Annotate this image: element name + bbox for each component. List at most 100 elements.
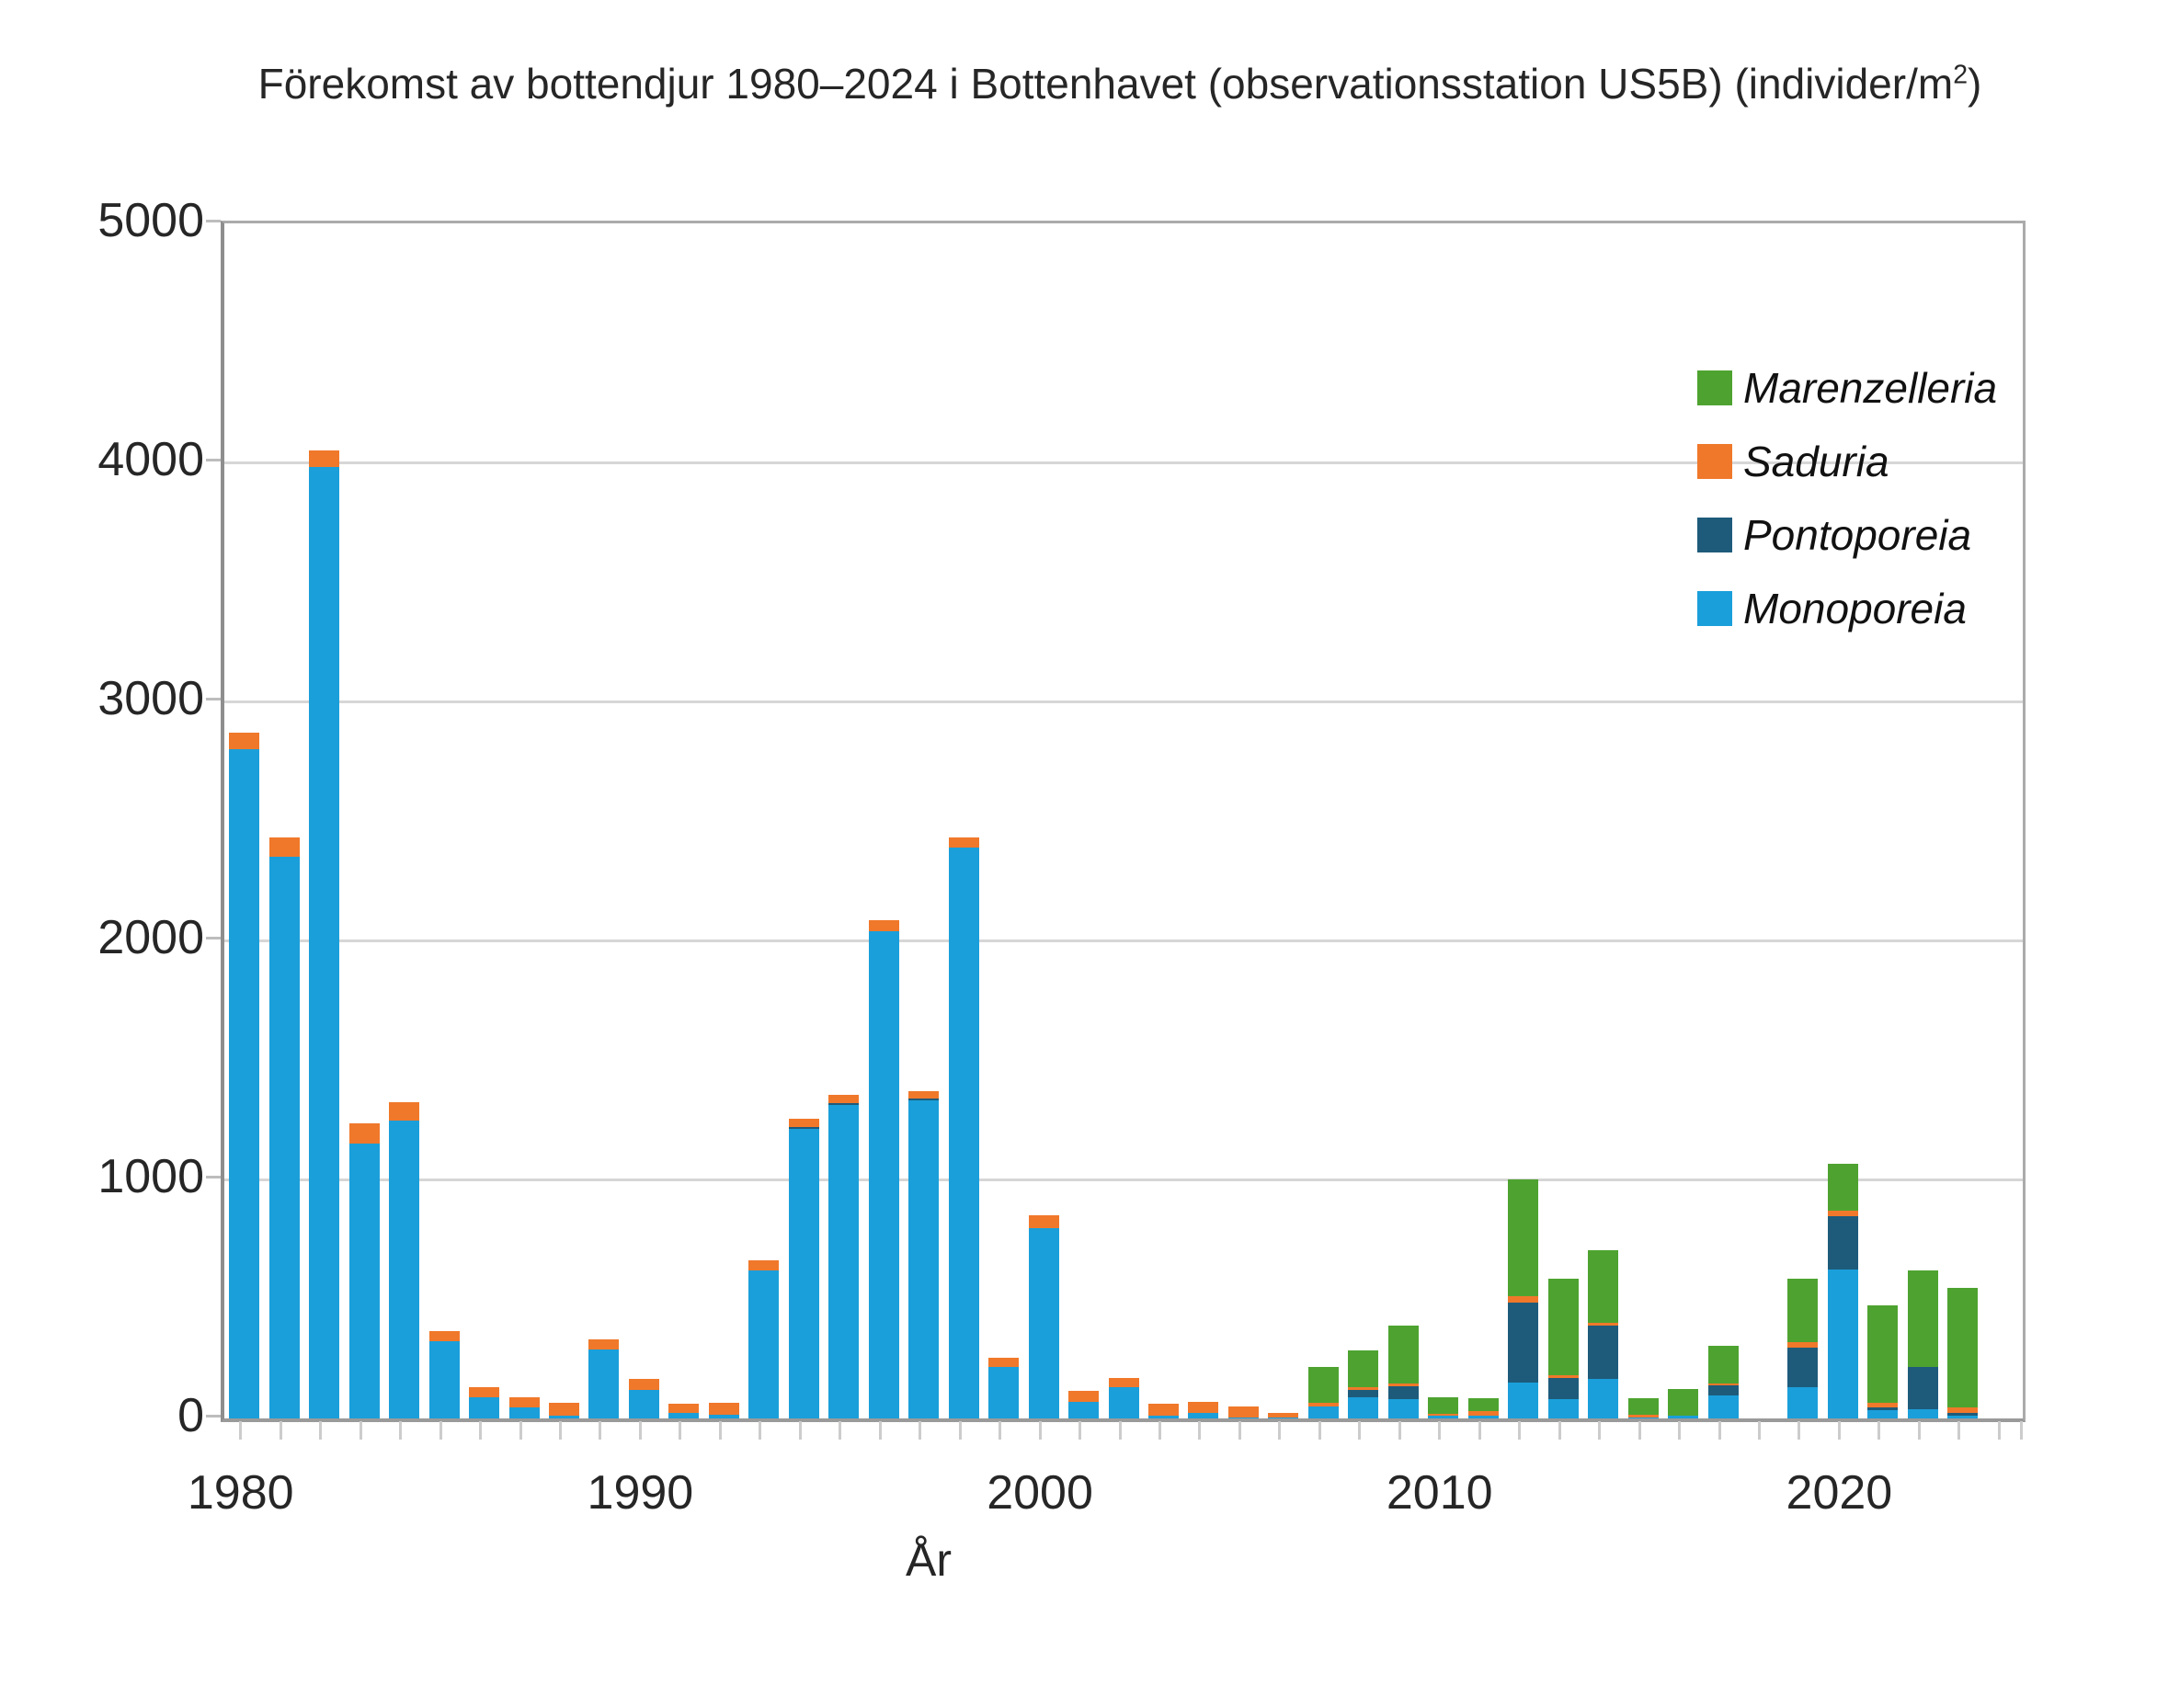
bar-1986-monoporeia [469, 1396, 500, 1418]
saduria-swatch-icon [1697, 444, 1732, 479]
bar-2017-marenzelleria [1707, 1345, 1739, 1384]
bar-2016-monoporeia [1668, 1416, 1699, 1418]
bar-2017-pontoporeia [1707, 1384, 1739, 1396]
bar-1997-saduria [908, 1090, 940, 1099]
bar-1993-saduria [748, 1260, 780, 1270]
bar-2012-pontoporeia [1508, 1302, 1539, 1383]
bar-2014-marenzelleria [1588, 1249, 1619, 1323]
x-tick [1078, 1421, 1082, 1440]
gridline-2000 [224, 939, 2023, 942]
chart-title-text: Förekomst av bottendjur 1980–2024 i Bott… [257, 60, 1954, 108]
bar-2007-saduria [1307, 1403, 1339, 1406]
bar-2014-saduria [1588, 1323, 1619, 1326]
bar-1990-saduria [628, 1379, 659, 1390]
bar-1984-monoporeia [389, 1121, 420, 1418]
bar-2002-saduria [1108, 1377, 1139, 1388]
bar-2013-monoporeia [1547, 1399, 1579, 1418]
bar-2004-saduria [1188, 1401, 1219, 1413]
x-tick [1798, 1421, 1801, 1440]
bar-2011-marenzelleria [1467, 1397, 1499, 1412]
bar-1990-monoporeia [628, 1389, 659, 1418]
bar-2015-saduria [1627, 1415, 1659, 1418]
bar-2020-monoporeia [1827, 1269, 1858, 1418]
bar-2006-saduria [1268, 1412, 1299, 1418]
x-tick [1038, 1421, 1042, 1440]
bar-2020-pontoporeia [1827, 1216, 1858, 1270]
bar-2019-marenzelleria [1787, 1278, 1819, 1342]
x-axis-label-1980: 1980 [187, 1466, 294, 1520]
y-axis-label-3000: 3000 [97, 672, 204, 725]
x-tick [679, 1421, 682, 1440]
legend-label: Monoporeia [1743, 585, 1967, 632]
legend: Marenzelleria Saduria Pontoporeia Monopo… [1697, 351, 1997, 645]
bar-2023-monoporeia [1947, 1416, 1979, 1418]
bar-1995-saduria [828, 1094, 860, 1103]
x-tick [1438, 1421, 1442, 1440]
x-tick [1398, 1421, 1401, 1440]
bar-1989-saduria [588, 1339, 620, 1349]
y-tick [206, 1414, 221, 1418]
x-tick [1118, 1421, 1122, 1440]
bar-1986-saduria [469, 1387, 500, 1397]
y-tick [206, 697, 221, 700]
bar-2009-monoporeia [1387, 1399, 1419, 1418]
gridline-1000 [224, 1178, 2023, 1181]
x-axis-label-2010: 2010 [1386, 1466, 1493, 1520]
x-tick [638, 1421, 642, 1440]
bar-2021-marenzelleria [1867, 1304, 1899, 1404]
legend-item-marenzelleria: Marenzelleria [1697, 351, 1997, 425]
x-tick [1558, 1421, 1561, 1440]
bar-1999-saduria [988, 1357, 1020, 1368]
bar-2008-saduria [1348, 1387, 1379, 1390]
bar-1998-monoporeia [948, 847, 979, 1418]
bar-2022-monoporeia [1907, 1408, 1938, 1418]
bar-1981-saduria [268, 837, 300, 857]
y-axis-label-1000: 1000 [97, 1150, 204, 1203]
bar-2009-pontoporeia [1387, 1385, 1419, 1400]
x-tick [1158, 1421, 1161, 1440]
bar-1991-saduria [668, 1404, 700, 1413]
legend-label: Marenzelleria [1743, 364, 1998, 412]
bar-2014-monoporeia [1588, 1379, 1619, 1418]
bar-2001-saduria [1068, 1391, 1100, 1402]
bar-1992-monoporeia [708, 1415, 739, 1418]
bar-2021-pontoporeia [1867, 1407, 1899, 1410]
x-tick [759, 1421, 762, 1440]
bar-1981-monoporeia [268, 857, 300, 1418]
bar-2010-marenzelleria [1428, 1396, 1459, 1414]
bar-1997-pontoporeia [908, 1098, 940, 1101]
x-tick [519, 1421, 522, 1440]
x-tick [999, 1421, 1002, 1440]
bar-2023-marenzelleria [1947, 1288, 1979, 1408]
x-tick [1837, 1421, 1841, 1440]
bar-1997-monoporeia [908, 1100, 940, 1418]
bar-2012-marenzelleria [1508, 1179, 1539, 1297]
bar-2003-monoporeia [1147, 1416, 1179, 1418]
bar-2010-monoporeia [1428, 1416, 1459, 1418]
legend-label: Saduria [1743, 438, 1889, 485]
bar-2007-marenzelleria [1307, 1367, 1339, 1404]
bar-2013-marenzelleria [1547, 1278, 1579, 1376]
bar-2008-marenzelleria [1348, 1349, 1379, 1388]
bar-2000-monoporeia [1028, 1228, 1059, 1418]
bar-2014-pontoporeia [1588, 1325, 1619, 1380]
bar-2019-saduria [1787, 1341, 1819, 1349]
bar-2015-marenzelleria [1627, 1397, 1659, 1416]
x-tick [558, 1421, 562, 1440]
chart-title-superscript: 2 [1953, 60, 1969, 90]
x-tick [878, 1421, 882, 1440]
bar-2003-saduria [1147, 1404, 1179, 1417]
bar-1995-monoporeia [828, 1105, 860, 1418]
chart-title-suffix: ) [1968, 60, 1982, 108]
x-tick [359, 1421, 362, 1440]
x-tick [1598, 1421, 1602, 1440]
x-tick [1757, 1421, 1761, 1440]
bar-1987-monoporeia [508, 1407, 540, 1418]
bar-1994-saduria [788, 1118, 819, 1127]
x-tick [439, 1421, 442, 1440]
bar-1993-monoporeia [748, 1270, 780, 1418]
x-tick [319, 1421, 323, 1440]
bar-2011-monoporeia [1467, 1416, 1499, 1418]
bar-1983-saduria [348, 1122, 380, 1144]
